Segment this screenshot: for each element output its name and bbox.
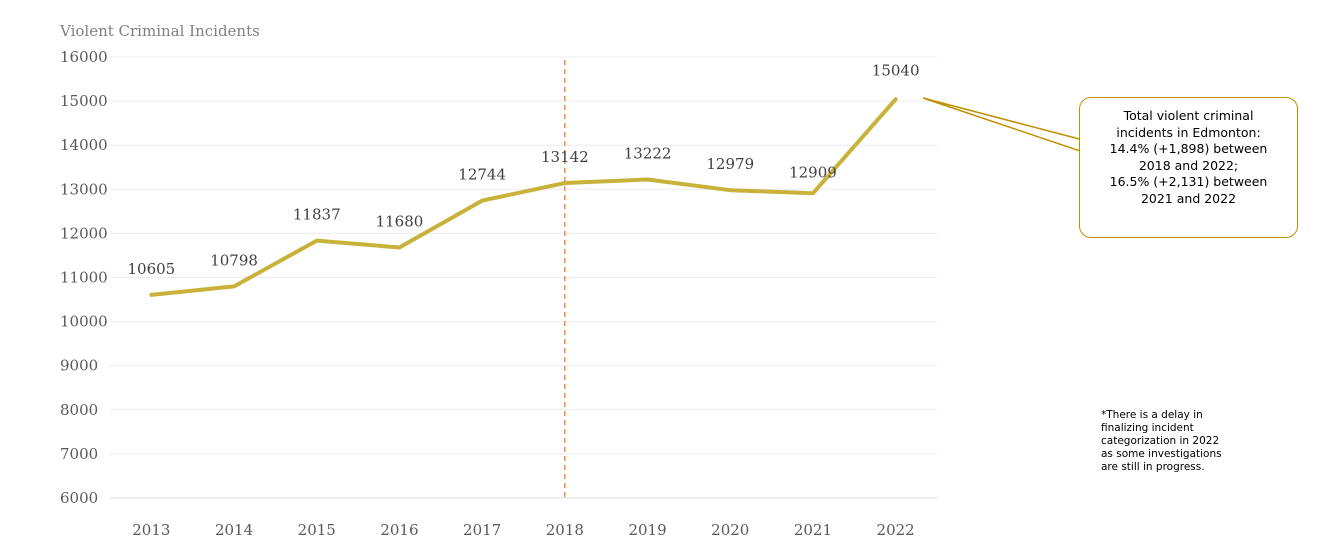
annotation-line: 16.5% (+2,131) between xyxy=(1109,174,1268,189)
data-label: 13142 xyxy=(541,148,589,166)
x-tick-label: 2015 xyxy=(298,521,336,539)
series-line xyxy=(149,97,898,297)
y-tick-label: 14000 xyxy=(60,136,108,154)
footnote-line: as some investigations xyxy=(1101,448,1222,460)
x-tick-label: 2020 xyxy=(711,521,749,539)
x-tick-label: 2017 xyxy=(463,521,501,539)
annotation-line: 2021 and 2022 xyxy=(1140,190,1237,206)
y-tick-label: 11000 xyxy=(60,269,108,287)
data-label: 12979 xyxy=(706,155,754,173)
data-labels: 10605 10798 11837 11680 12744 13142 13222 12979… xyxy=(127,61,919,278)
x-tick-label: 2021 xyxy=(794,521,832,539)
data-label: 10605 xyxy=(127,260,175,278)
x-tick-label: 2019 xyxy=(628,521,666,539)
data-label: 13222 xyxy=(624,145,672,163)
footnote-line: finalizing incident xyxy=(1101,422,1194,434)
annotation-callout: Total violent criminal incidents in Edmo… xyxy=(1079,97,1298,238)
data-label: 15040 xyxy=(872,61,920,79)
callout-pointer xyxy=(922,97,1084,154)
data-label: 11837 xyxy=(293,206,341,224)
data-label: 12744 xyxy=(458,166,506,184)
footnote-line: *There is a delay in xyxy=(1101,409,1203,421)
y-tick-label: 6000 xyxy=(60,489,98,507)
data-label: 10798 xyxy=(210,251,258,269)
x-tick-label: 2016 xyxy=(380,521,418,539)
x-axis-ticks: 2013 2014 2015 2016 2017 2018 2019 2020 2021 2022 xyxy=(132,521,914,539)
x-tick-label: 2013 xyxy=(132,521,170,539)
x-tick-label: 2022 xyxy=(877,521,915,539)
annotation-line: 14.4% (+1,898) between xyxy=(1109,141,1268,156)
y-tick-label: 15000 xyxy=(60,92,108,110)
gridlines xyxy=(110,56,937,499)
y-tick-label: 10000 xyxy=(60,313,108,331)
data-label: 11680 xyxy=(376,213,424,231)
footnote-line: are still in progress. xyxy=(1101,461,1205,473)
y-tick-label: 8000 xyxy=(60,401,98,419)
y-tick-label: 12000 xyxy=(60,224,108,242)
y-tick-label: 7000 xyxy=(60,445,98,463)
annotation-line: Total violent criminal xyxy=(1123,108,1254,123)
y-axis-ticks: 6000 7000 8000 9000 10000 11000 12000 13000 1400… xyxy=(60,48,108,507)
y-tick-label: 13000 xyxy=(60,180,108,198)
series-layer xyxy=(149,97,898,297)
y-tick-label: 9000 xyxy=(60,357,98,375)
annotation-line: 2018 and 2022; xyxy=(1138,157,1239,173)
callout-pointer-layer xyxy=(922,97,1084,154)
annotation-line: incidents in Edmonton: xyxy=(1116,124,1261,140)
footnote: *There is a delay in finalizing incident… xyxy=(1101,409,1261,474)
data-label: 12909 xyxy=(789,163,837,181)
footnote-line: categorization in 2022 xyxy=(1101,435,1220,447)
x-tick-label: 2018 xyxy=(546,521,584,539)
chart-title: Violent Criminal Incidents xyxy=(59,22,260,40)
y-tick-label: 16000 xyxy=(60,48,108,66)
x-tick-label: 2014 xyxy=(215,521,253,539)
